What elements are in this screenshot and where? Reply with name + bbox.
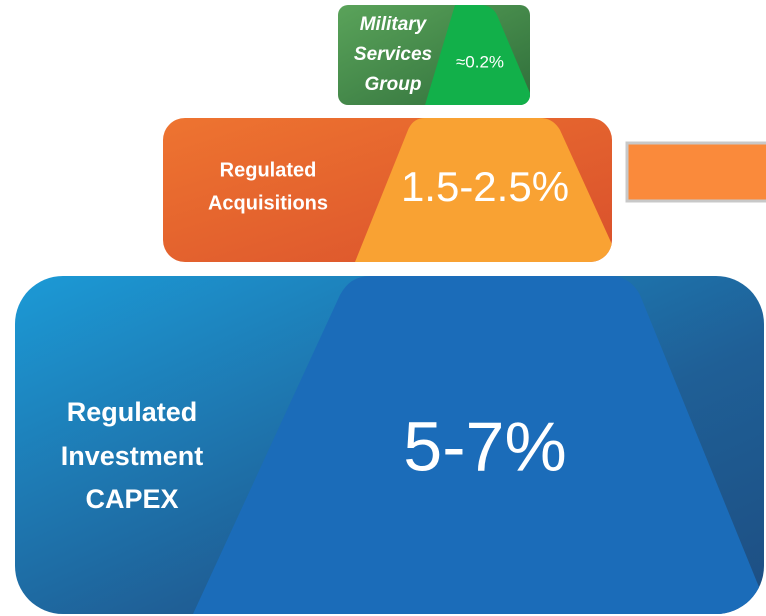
- tier-value-shape: [425, 5, 530, 105]
- tier-value-shape: [355, 118, 612, 262]
- tier-value: 5-7%: [403, 407, 566, 485]
- tier-label: Services: [354, 44, 432, 65]
- tier-label: Investment: [61, 441, 204, 471]
- tier-value: 1.5-2.5%: [401, 163, 569, 210]
- tier-label: CAPEX: [85, 484, 178, 514]
- tier-value: ≈0.2%: [456, 52, 504, 71]
- tier-value-shape: [193, 276, 764, 614]
- tier-label: Acquisitions: [208, 192, 328, 214]
- side-box: [625, 141, 766, 203]
- tier-middle: Regulated Acquisitions 1.5-2.5%: [163, 118, 612, 262]
- tier-label: Group: [365, 74, 422, 95]
- tier-label: Military: [360, 14, 428, 35]
- tier-top: Military Services Group ≈0.2%: [338, 5, 530, 105]
- tier-bottom: Regulated Investment CAPEX 5-7%: [15, 276, 764, 614]
- tier-label: Regulated: [220, 159, 317, 181]
- tier-label: Regulated: [67, 397, 198, 427]
